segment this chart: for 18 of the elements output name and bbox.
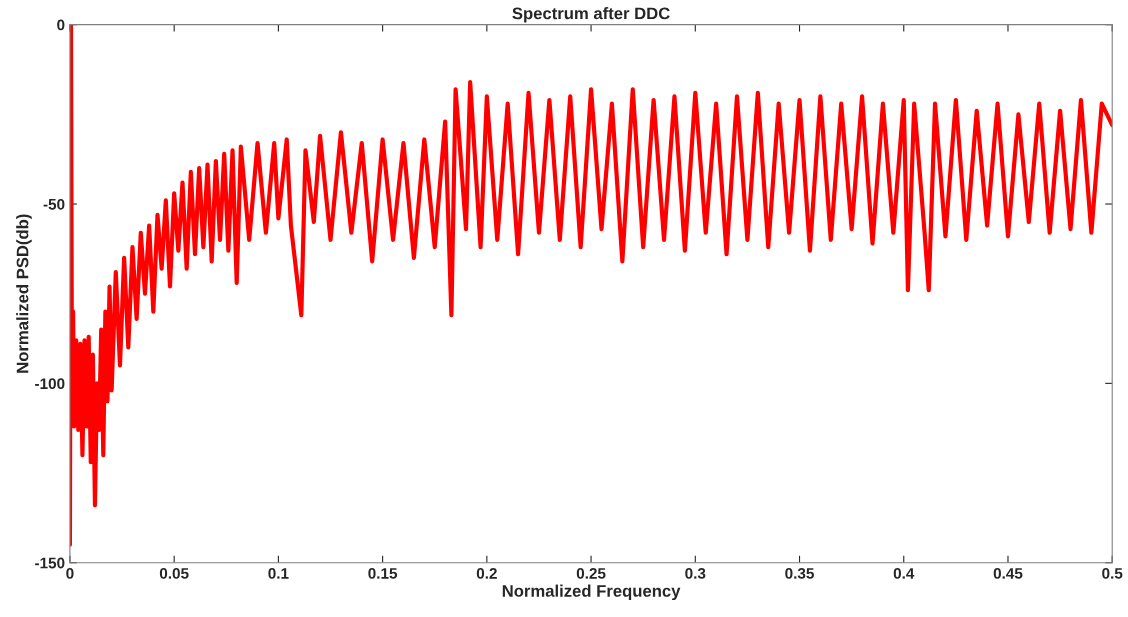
- x-tick-label: 0.05: [159, 567, 189, 579]
- x-tick-label: 0.5: [1102, 567, 1123, 579]
- x-tick-label: 0.4: [893, 567, 915, 579]
- x-tick-label: 0: [66, 567, 74, 579]
- y-tick-label: 0: [57, 19, 65, 31]
- y-tick-label: -150: [35, 557, 65, 569]
- x-tick-label: 0.35: [785, 567, 814, 579]
- x-tick-label: 0.1: [268, 567, 289, 579]
- x-tick-label: 0.2: [476, 567, 497, 579]
- y-axis-title: Normalized PSD(db): [16, 214, 32, 373]
- y-tick-label: -50: [43, 198, 65, 210]
- chart-title: Spectrum after DDC: [512, 7, 670, 23]
- x-tick-label: 0.3: [685, 567, 706, 579]
- y-tick-label: -100: [35, 378, 65, 390]
- x-axis-title: Normalized Frequency: [502, 584, 681, 601]
- x-tick-label: 0.25: [576, 567, 606, 579]
- x-tick-label: 0.45: [993, 567, 1023, 579]
- x-tick-label: 0.15: [368, 567, 398, 579]
